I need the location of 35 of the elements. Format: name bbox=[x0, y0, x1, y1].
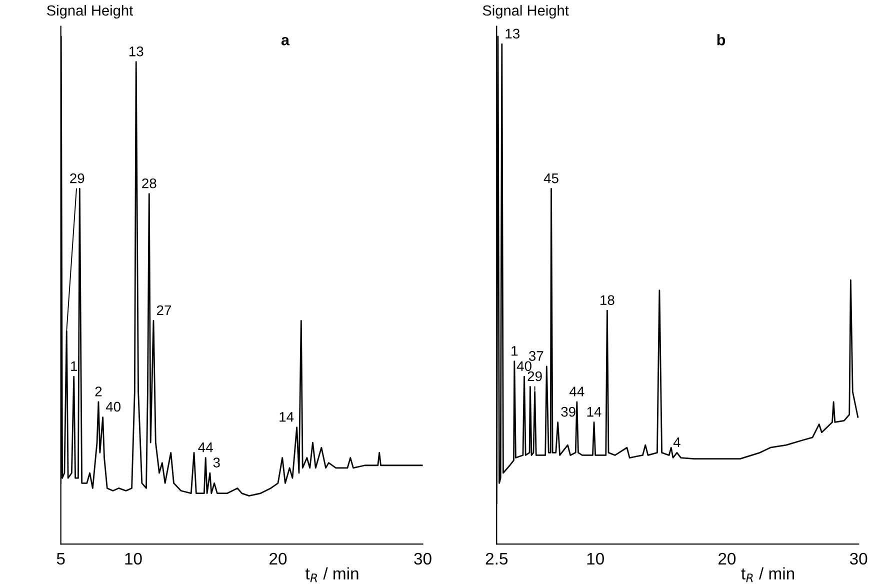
x-tick-label: 5 bbox=[56, 552, 65, 565]
x-axis-title: t$_{R}$ / min bbox=[741, 567, 794, 582]
annotation: 29 bbox=[528, 371, 542, 382]
x-tick-label: 10 bbox=[587, 552, 604, 565]
annotation: 13 bbox=[129, 46, 144, 56]
annotation: 1 bbox=[71, 361, 78, 371]
annotation: 45 bbox=[544, 174, 558, 184]
x-tick-label: 30 bbox=[850, 552, 868, 565]
x-axis-title: t$_{R}$ / min bbox=[305, 567, 358, 582]
chart-title: a bbox=[281, 36, 290, 46]
annotation: 4 bbox=[673, 437, 680, 448]
x-tick-label: 20 bbox=[270, 552, 287, 565]
x-tick-label: 2.5 bbox=[486, 552, 508, 565]
annotation: 13 bbox=[506, 28, 520, 39]
x-tick-label: 20 bbox=[718, 552, 736, 565]
annotation: 3 bbox=[213, 458, 220, 468]
annotation: 27 bbox=[156, 305, 172, 316]
annotation: 18 bbox=[600, 295, 614, 306]
annotation: 40 bbox=[106, 402, 120, 412]
annotation: 39 bbox=[561, 406, 576, 417]
annotation: 14 bbox=[280, 412, 294, 422]
y-axis-title: Signal Height bbox=[47, 4, 133, 19]
annotation: 44 bbox=[198, 442, 213, 452]
x-tick-label: 30 bbox=[414, 552, 432, 565]
annotation: 1 bbox=[512, 346, 518, 356]
annotation: 44 bbox=[570, 386, 584, 396]
x-tick-label: 10 bbox=[125, 552, 142, 565]
annotation: 28 bbox=[142, 178, 156, 188]
annotation: 40 bbox=[516, 361, 532, 372]
annotation: 14 bbox=[587, 407, 602, 417]
y-axis-title: Signal Height bbox=[482, 4, 569, 19]
chart-title: b bbox=[717, 34, 726, 46]
annotation: 2 bbox=[95, 386, 102, 396]
annotation: 29 bbox=[70, 173, 84, 184]
annotation: 37 bbox=[528, 351, 544, 361]
